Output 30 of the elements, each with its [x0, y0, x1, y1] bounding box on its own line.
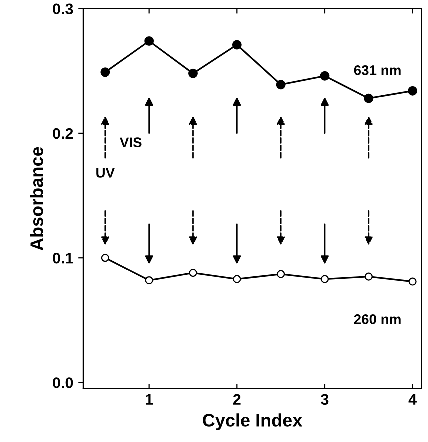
point	[408, 86, 418, 96]
annotation: VIS	[120, 138, 142, 148]
y-axis-title: Absorbance	[30, 147, 44, 251]
text: 260 nm	[354, 314, 401, 324]
y-tick-label: 0.2	[53, 128, 74, 140]
point	[408, 278, 417, 286]
point	[276, 80, 286, 90]
point	[144, 36, 154, 46]
point	[232, 40, 242, 50]
y-tick-label: 0.1	[53, 252, 74, 264]
x-tick-label: 4	[408, 394, 417, 405]
point	[277, 270, 286, 278]
y-tick-label: 0.3	[53, 4, 74, 15]
series-label: 631 nm	[354, 66, 401, 76]
point	[101, 254, 110, 262]
point	[320, 275, 329, 284]
point	[320, 71, 330, 81]
point	[364, 272, 373, 281]
point	[145, 276, 154, 285]
point	[100, 68, 110, 78]
x-tick-label: 1	[146, 394, 154, 405]
point	[188, 68, 198, 78]
annotation: UV	[96, 168, 115, 178]
point	[233, 275, 242, 284]
x-tick-label: 3	[321, 394, 329, 406]
point	[364, 94, 374, 104]
y-tick-label: 0.0	[53, 378, 74, 388]
point	[189, 269, 198, 278]
x-axis-title: Cycle Index	[203, 414, 303, 430]
x-tick-label: 2	[233, 394, 241, 405]
